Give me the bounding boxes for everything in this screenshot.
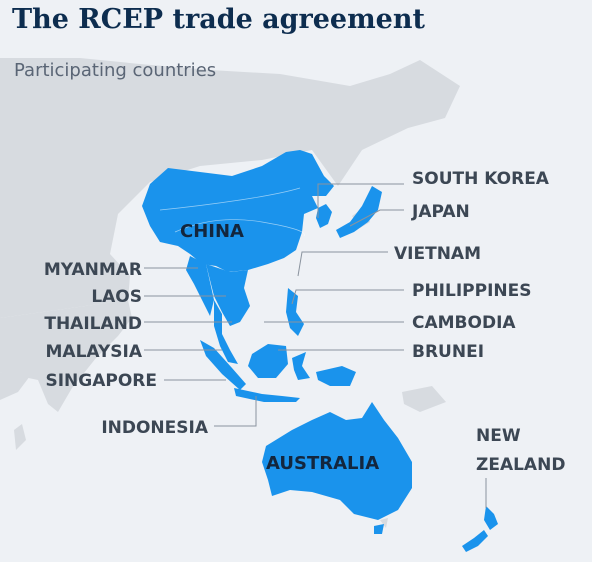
label-vietnam: VIETNAM [394, 244, 481, 264]
china-shape [142, 150, 334, 272]
new-zealand-north-shape [484, 506, 498, 530]
myanmar-shape [186, 256, 214, 316]
philippines-shape [286, 288, 304, 336]
label-australia: AUSTRALIA [266, 453, 379, 474]
label-cambodia: CAMBODIA [412, 313, 516, 333]
java-shape [234, 388, 300, 402]
member-land [142, 150, 498, 552]
page-subtitle: Participating countries [14, 60, 217, 81]
leader-lines [144, 183, 487, 508]
sumatra-shape [200, 340, 246, 390]
label-thailand: THAILAND [44, 314, 142, 334]
page-title: The RCEP trade agreement [12, 4, 425, 35]
label-singapore: SINGAPORE [45, 371, 157, 391]
label-new-zealand-line1: NEW [476, 426, 521, 446]
country-labels: CHINA SOUTH KOREA JAPAN VIETNAM PHILIPPI… [44, 169, 566, 475]
label-china: CHINA [180, 221, 244, 242]
new-zealand-south-shape [462, 530, 488, 552]
indochina-shape [206, 264, 250, 326]
tasmania-shape [374, 524, 384, 534]
peninsula-shape [214, 300, 238, 364]
label-philippines: PHILIPPINES [412, 281, 532, 301]
label-laos: LAOS [91, 287, 142, 307]
label-south-korea: SOUTH KOREA [412, 169, 550, 189]
australia-shape [262, 402, 412, 520]
label-myanmar: MYANMAR [44, 260, 142, 280]
label-malaysia: MALAYSIA [46, 342, 143, 362]
label-indonesia: INDONESIA [101, 418, 209, 438]
borneo-shape [248, 344, 288, 378]
sulawesi-shape [292, 352, 310, 380]
label-brunei: BRUNEI [412, 342, 484, 362]
label-new-zealand-line2: ZEALAND [476, 455, 565, 475]
japan-shape [336, 186, 382, 238]
korea-shape [316, 204, 332, 228]
papua-shape [316, 366, 356, 386]
label-japan: JAPAN [411, 202, 470, 222]
